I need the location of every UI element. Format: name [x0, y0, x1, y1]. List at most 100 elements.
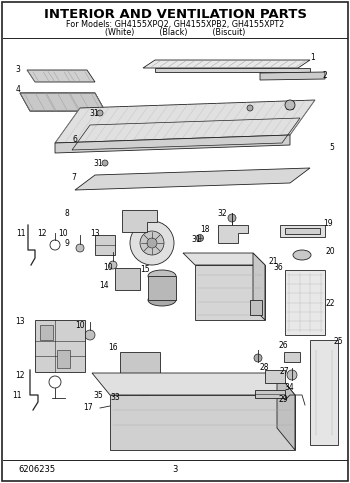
Polygon shape	[284, 352, 300, 362]
Text: 12: 12	[37, 228, 47, 238]
Text: 6: 6	[72, 136, 77, 144]
Ellipse shape	[293, 250, 311, 260]
Text: 31: 31	[89, 109, 99, 117]
Circle shape	[109, 261, 117, 269]
Polygon shape	[92, 373, 295, 395]
Text: 28: 28	[259, 363, 269, 371]
Polygon shape	[20, 93, 105, 111]
Polygon shape	[40, 325, 53, 340]
Text: 7: 7	[71, 173, 76, 183]
Text: 11: 11	[16, 228, 26, 238]
Circle shape	[247, 105, 253, 111]
Circle shape	[140, 231, 164, 255]
Circle shape	[76, 244, 84, 252]
Text: 18: 18	[200, 226, 210, 235]
Text: 33: 33	[110, 394, 120, 402]
Text: 2: 2	[323, 71, 327, 80]
Circle shape	[130, 361, 150, 381]
Text: 26: 26	[278, 341, 288, 350]
Text: 16: 16	[108, 343, 118, 353]
Text: 13: 13	[15, 317, 25, 327]
Text: 36: 36	[273, 264, 283, 272]
Text: 13: 13	[90, 228, 100, 238]
Text: 11: 11	[12, 390, 22, 399]
Polygon shape	[255, 390, 285, 398]
Text: 1: 1	[311, 53, 315, 61]
Text: 19: 19	[323, 218, 333, 227]
Text: 32: 32	[217, 209, 227, 217]
Circle shape	[131, 212, 143, 224]
Text: 9: 9	[64, 239, 69, 247]
Text: 17: 17	[83, 403, 93, 412]
Polygon shape	[27, 70, 95, 82]
Text: For Models: GH4155XPQ2, GH4155XPB2, GH4155XPT2: For Models: GH4155XPQ2, GH4155XPB2, GH41…	[66, 19, 284, 28]
Polygon shape	[265, 370, 285, 383]
Polygon shape	[277, 373, 295, 450]
Text: 3: 3	[15, 65, 20, 73]
Text: 10: 10	[103, 264, 113, 272]
Ellipse shape	[148, 294, 176, 306]
Text: 27: 27	[279, 368, 289, 377]
Text: 14: 14	[99, 281, 109, 289]
Circle shape	[147, 238, 157, 248]
Polygon shape	[148, 276, 176, 300]
Polygon shape	[95, 235, 115, 255]
Text: 22: 22	[325, 298, 335, 308]
Text: 20: 20	[325, 247, 335, 256]
Text: 29: 29	[278, 396, 288, 404]
Polygon shape	[218, 225, 248, 243]
Circle shape	[279, 396, 287, 404]
Text: 10: 10	[75, 321, 85, 329]
Text: 30: 30	[285, 102, 295, 112]
Circle shape	[228, 214, 236, 222]
Text: 6206235: 6206235	[18, 466, 55, 474]
Circle shape	[287, 370, 297, 380]
Text: INTERIOR AND VENTILATION PARTS: INTERIOR AND VENTILATION PARTS	[43, 8, 307, 20]
Text: 21: 21	[268, 257, 278, 267]
Polygon shape	[250, 300, 262, 315]
Text: 31: 31	[191, 236, 201, 244]
Polygon shape	[285, 228, 320, 234]
Circle shape	[97, 110, 103, 116]
Text: 35: 35	[93, 390, 103, 399]
Polygon shape	[122, 210, 157, 232]
Circle shape	[102, 160, 108, 166]
Circle shape	[130, 221, 174, 265]
Text: 10: 10	[58, 228, 68, 238]
Polygon shape	[20, 93, 105, 111]
Text: 3: 3	[172, 466, 178, 474]
Polygon shape	[57, 350, 70, 368]
Text: 25: 25	[333, 338, 343, 346]
Polygon shape	[75, 168, 310, 190]
Circle shape	[85, 330, 95, 340]
Polygon shape	[285, 270, 325, 335]
Circle shape	[196, 235, 203, 242]
Text: 4: 4	[15, 85, 20, 95]
Text: 34: 34	[284, 384, 294, 393]
Polygon shape	[115, 268, 140, 290]
Polygon shape	[55, 100, 315, 143]
Text: 31: 31	[93, 158, 103, 168]
Polygon shape	[120, 352, 160, 390]
Ellipse shape	[148, 270, 176, 282]
Polygon shape	[195, 265, 265, 320]
Polygon shape	[310, 340, 338, 445]
Text: 12: 12	[15, 370, 25, 380]
Polygon shape	[280, 225, 325, 237]
Circle shape	[141, 394, 149, 402]
Polygon shape	[35, 320, 85, 372]
Circle shape	[136, 367, 144, 375]
Text: 15: 15	[140, 266, 150, 274]
Polygon shape	[143, 60, 310, 68]
Circle shape	[254, 354, 262, 362]
Circle shape	[118, 396, 126, 404]
Polygon shape	[55, 135, 290, 153]
Polygon shape	[253, 253, 265, 320]
Text: 8: 8	[65, 209, 69, 217]
Text: (White)          (Black)          (Biscuit): (White) (Black) (Biscuit)	[105, 28, 245, 37]
Circle shape	[121, 274, 133, 286]
Circle shape	[285, 100, 295, 110]
Polygon shape	[155, 68, 310, 72]
Polygon shape	[110, 395, 295, 450]
Polygon shape	[183, 253, 265, 265]
